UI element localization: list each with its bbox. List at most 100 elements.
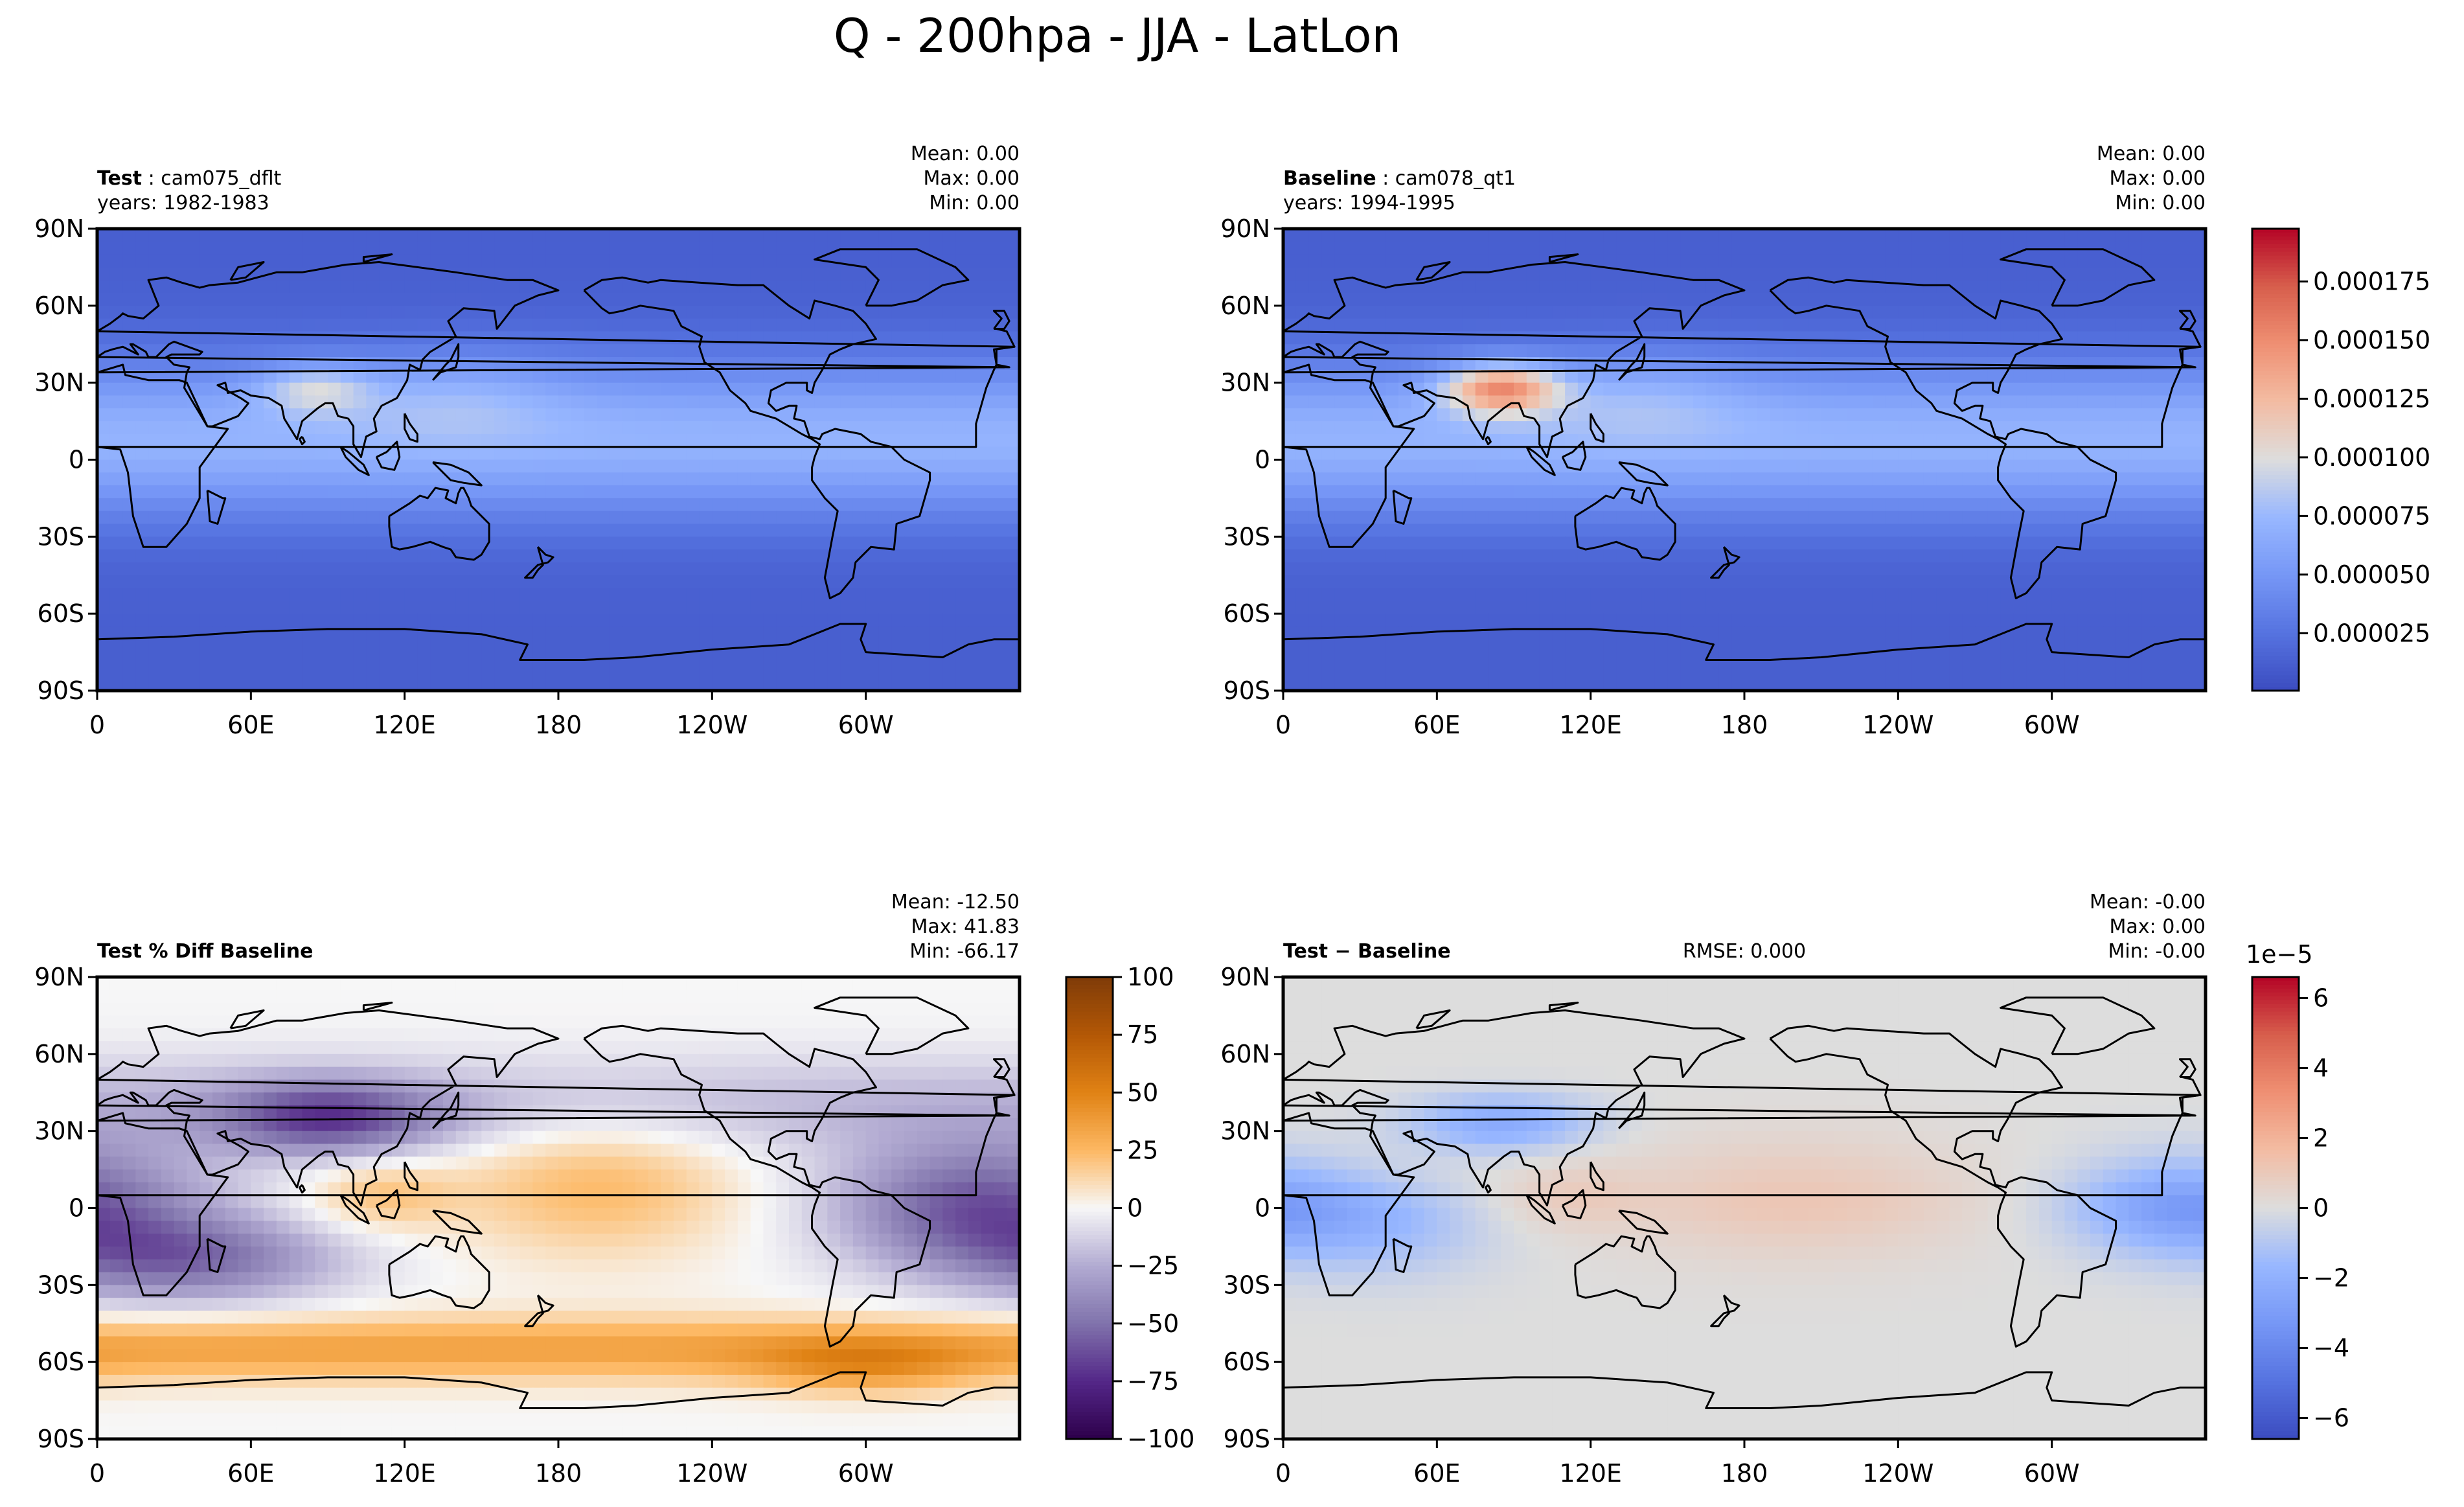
field-cell	[1987, 614, 2002, 627]
field-cell	[1796, 382, 1809, 397]
field-cell	[674, 575, 687, 589]
field-cell	[1936, 395, 1950, 409]
field-cell	[571, 472, 585, 486]
field-cell	[865, 588, 880, 602]
field-cell	[315, 485, 328, 499]
field-cell	[1770, 408, 1784, 422]
field-cell	[1334, 498, 1348, 512]
field-cell	[1539, 369, 1553, 384]
field-cell	[417, 446, 431, 461]
field-cell	[968, 446, 982, 461]
field-cell	[789, 280, 803, 293]
field-cell	[443, 678, 457, 691]
field-cell	[187, 459, 201, 474]
field-cell	[1347, 305, 1361, 319]
field-cell	[1603, 408, 1617, 422]
field-cell	[1987, 485, 2002, 499]
field-cell	[648, 421, 662, 435]
field-cell	[955, 344, 969, 358]
field-cell	[1783, 511, 1796, 525]
field-cell	[443, 601, 457, 614]
field-cell	[968, 601, 982, 614]
field-cell	[2090, 318, 2104, 332]
field-cell	[200, 588, 213, 602]
field-cell	[2090, 331, 2104, 345]
field-cell	[366, 588, 380, 602]
field-cell	[1757, 254, 1771, 268]
field-cell	[1501, 254, 1514, 268]
field-cell	[519, 446, 534, 461]
field-cell	[776, 626, 790, 640]
field-cell	[1308, 498, 1323, 512]
field-cell	[1987, 498, 2002, 512]
field-cell	[481, 588, 495, 602]
field-cell	[1834, 331, 1848, 345]
field-cell	[661, 652, 674, 666]
field-cell	[1475, 639, 1489, 653]
field-cell	[2064, 614, 2079, 627]
field-cell	[878, 536, 893, 550]
field-cell	[1295, 536, 1310, 550]
field-cell	[135, 408, 149, 422]
field-cell	[622, 639, 636, 653]
field-cell	[302, 280, 316, 293]
field-cell	[225, 652, 239, 666]
field-cell	[135, 639, 149, 653]
field-cell	[212, 229, 226, 242]
field-cell	[1731, 395, 1745, 409]
field-cell	[750, 562, 764, 576]
field-cell	[1911, 575, 1924, 589]
field-cell	[276, 369, 290, 384]
field-cell	[2116, 318, 2130, 332]
field-cell	[366, 639, 380, 653]
field-cell	[622, 369, 636, 384]
field-cell	[2013, 485, 2027, 499]
field-cell	[622, 472, 636, 486]
field-cell	[750, 601, 764, 614]
field-cell	[1731, 305, 1745, 319]
field-cell	[276, 472, 290, 486]
field-cell	[1565, 601, 1579, 614]
field-cell	[148, 318, 162, 332]
field-cell	[2064, 446, 2079, 461]
field-cell	[1911, 549, 1924, 563]
field-cell	[558, 511, 572, 525]
field-cell	[1321, 446, 1335, 461]
field-cell	[1590, 562, 1604, 576]
field-cell	[558, 459, 572, 474]
field-cell	[2128, 523, 2142, 538]
field-cell	[1962, 280, 1976, 293]
field-cell	[1654, 369, 1669, 384]
field-cell	[852, 614, 867, 627]
field-cell	[1885, 523, 1899, 538]
field-cell	[865, 408, 880, 422]
field-cell	[1949, 229, 1963, 242]
field-cell	[2167, 523, 2181, 538]
field-cell	[404, 280, 418, 293]
field-cell	[97, 293, 111, 306]
field-cell	[801, 369, 816, 384]
field-cell	[1552, 318, 1566, 332]
field-cell	[1501, 229, 1514, 242]
field-cell	[571, 280, 585, 293]
field-cell	[1680, 498, 1694, 512]
field-cell	[725, 614, 738, 627]
field-cell	[622, 652, 636, 666]
field-cell	[404, 472, 418, 486]
field-cell	[1295, 588, 1310, 602]
field-cell	[917, 639, 931, 653]
map-panel-test: 0 60E 120E 180 120W 60W90N60N30N030S60S90STes…	[34, 143, 1021, 739]
field-cell	[430, 511, 444, 525]
field-cell	[353, 421, 367, 435]
field-cell	[391, 293, 405, 306]
field-cell	[1450, 601, 1463, 614]
field-cell	[1667, 446, 1681, 461]
field-cell	[1616, 318, 1630, 332]
field-cell	[1577, 331, 1591, 345]
field-cell	[2051, 498, 2066, 512]
field-cell	[379, 588, 393, 602]
field-cell	[135, 678, 149, 691]
field-cell	[1834, 536, 1848, 550]
field-cell	[200, 293, 213, 306]
field-cell	[302, 485, 316, 499]
